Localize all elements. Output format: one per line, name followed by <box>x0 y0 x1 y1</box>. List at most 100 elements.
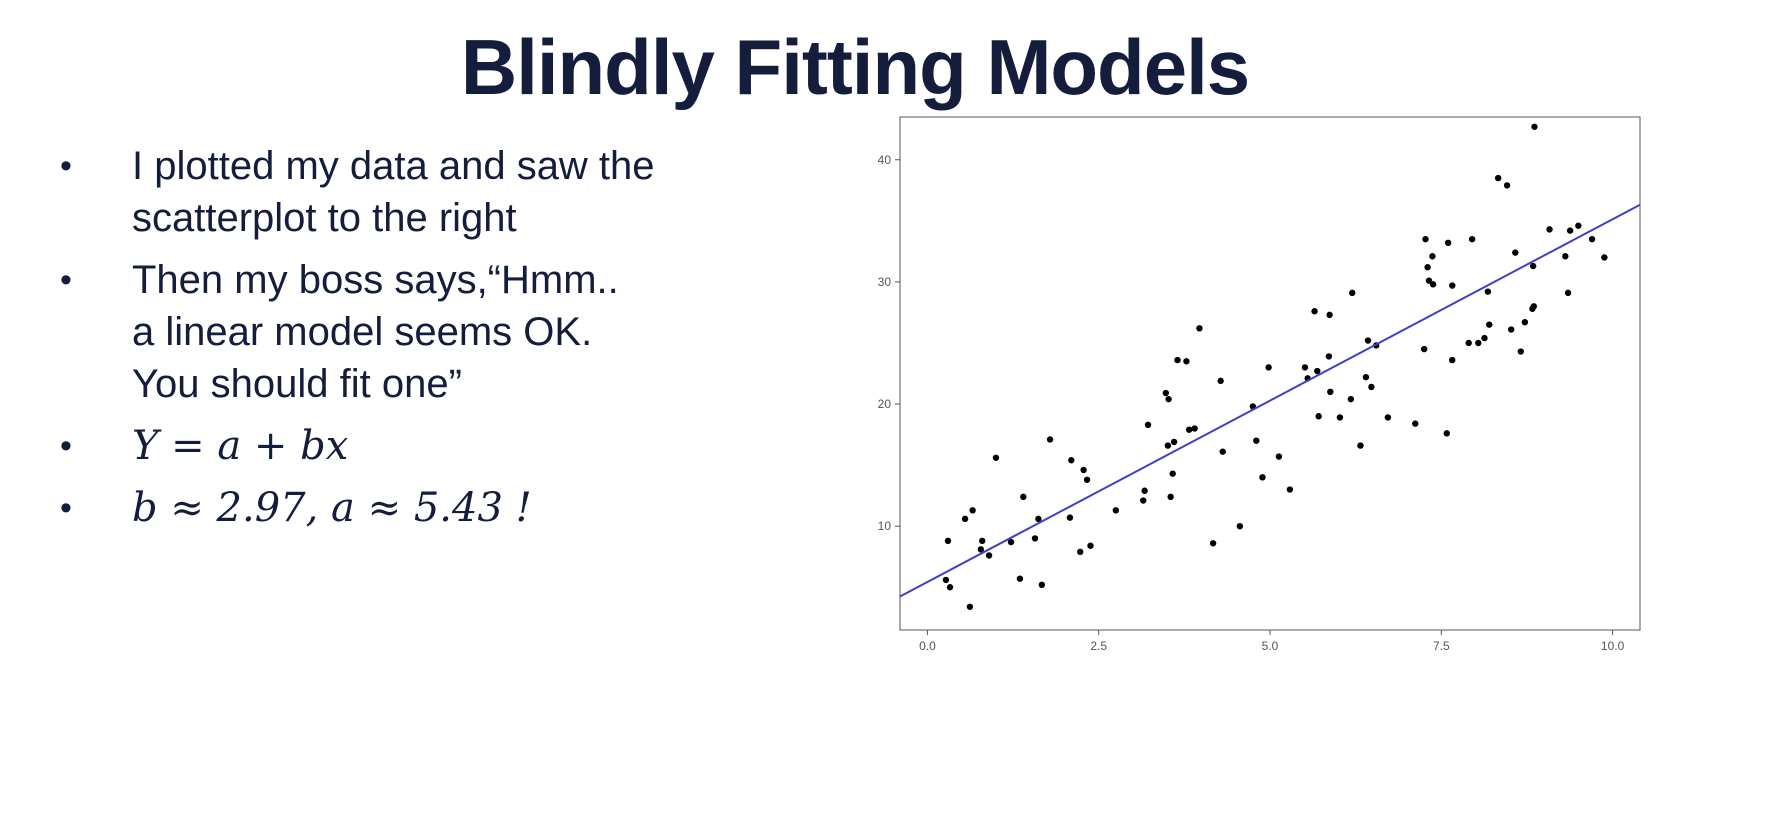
bullet-item: • I plotted my data and saw the scatterp… <box>60 140 760 244</box>
y-tick-label: 40 <box>878 153 892 167</box>
data-point <box>1486 321 1493 328</box>
data-point <box>1384 414 1392 421</box>
data-point <box>1169 470 1176 477</box>
data-point <box>1020 493 1027 501</box>
data-point <box>1236 522 1244 530</box>
data-point <box>1429 281 1437 288</box>
data-point <box>1112 507 1120 514</box>
bullet-line: Then my boss says,“Hmm.. <box>132 258 619 302</box>
data-point <box>1444 239 1452 247</box>
plot-panel-border <box>899 116 1641 631</box>
data-point <box>1167 493 1174 501</box>
scatterplot: 0.0 2.5 5.0 7.5 10.0 10 20 30 40 <box>878 116 1641 653</box>
data-point <box>1087 542 1094 549</box>
data-point <box>1443 430 1450 437</box>
y-tick-label: 30 <box>878 275 892 289</box>
data-point <box>1174 356 1181 364</box>
data-point <box>961 515 969 523</box>
data-point <box>1517 348 1524 355</box>
data-point <box>1265 364 1272 371</box>
data-point <box>1315 413 1322 420</box>
x-tick-label: 7.5 <box>1433 639 1450 653</box>
bullet-item: • b ≈ 2.97, a ≈ 5.43 ! <box>60 482 760 534</box>
data-point <box>1349 289 1356 297</box>
data-point <box>1481 334 1488 342</box>
data-point <box>977 546 985 553</box>
y-tick-label: 10 <box>878 519 892 533</box>
data-point <box>1449 356 1456 364</box>
data-point <box>1038 581 1046 589</box>
bullet-line: You should fit one” <box>132 362 462 406</box>
data-point <box>1566 227 1574 234</box>
bullet-line: scatterplot to the right <box>132 196 517 240</box>
scatterplot-container: 0.0 2.5 5.0 7.5 10.0 10 20 30 40 <box>840 115 1720 765</box>
data-point <box>969 507 976 514</box>
data-point <box>1425 277 1433 284</box>
data-point <box>1588 235 1596 243</box>
bullet-dot-icon: • <box>60 147 72 185</box>
data-point <box>1327 388 1334 396</box>
data-point <box>992 454 1000 461</box>
data-point <box>1564 289 1572 297</box>
data-point <box>1185 426 1193 433</box>
data-point <box>1420 345 1428 353</box>
data-point <box>985 552 993 559</box>
data-point <box>1494 174 1502 182</box>
data-point <box>1301 364 1309 371</box>
data-point <box>1465 339 1472 347</box>
data-point <box>1080 466 1087 474</box>
data-point <box>1162 389 1170 397</box>
data-point <box>1046 436 1054 443</box>
data-point <box>1336 414 1344 421</box>
data-point <box>1191 425 1198 432</box>
data-point <box>1031 535 1039 542</box>
data-point <box>1326 311 1333 319</box>
x-tick-label: 5.0 <box>1262 639 1279 653</box>
bullet-dot-icon: • <box>60 489 72 527</box>
y-tick-label: 20 <box>878 397 892 411</box>
x-tick-label: 10.0 <box>1601 639 1625 653</box>
x-tick-label: 0.0 <box>919 639 936 653</box>
data-point <box>1429 253 1436 260</box>
data-point <box>1035 515 1042 523</box>
slide-title: Blindly Fitting Models <box>460 23 1250 111</box>
data-point <box>1164 442 1172 449</box>
data-point <box>1424 264 1431 271</box>
data-point <box>1347 395 1355 403</box>
x-tick-label: 2.5 <box>1090 639 1107 653</box>
data-point <box>1183 358 1190 365</box>
data-point <box>1170 438 1178 446</box>
data-point <box>1286 486 1294 493</box>
data-point <box>1484 288 1492 295</box>
bullet-line: a linear model seems OK. <box>132 310 593 354</box>
data-point <box>942 576 950 584</box>
data-point <box>1562 253 1569 260</box>
data-point <box>1253 437 1260 444</box>
data-point <box>979 537 986 545</box>
bullet-dot-icon: • <box>60 427 72 465</box>
data-point <box>1311 308 1318 315</box>
data-point <box>1475 339 1482 347</box>
coefficient-estimates: b ≈ 2.97, a ≈ 5.43 ! <box>132 485 532 531</box>
data-point <box>1530 303 1537 310</box>
regression-line <box>900 203 1640 598</box>
data-point <box>1016 575 1024 582</box>
data-point <box>1521 319 1529 326</box>
data-point <box>1362 373 1370 381</box>
data-point <box>1503 182 1511 189</box>
data-point <box>1007 538 1015 546</box>
data-point <box>1217 377 1224 385</box>
data-point <box>1141 487 1148 494</box>
data-point <box>1083 476 1091 483</box>
data-point <box>1531 123 1538 130</box>
data-point <box>1209 540 1217 547</box>
data-point <box>1468 235 1476 243</box>
data-point <box>1165 395 1172 403</box>
data-point <box>1507 326 1515 333</box>
data-point <box>946 584 954 591</box>
data-point <box>1325 353 1333 360</box>
data-point <box>1512 249 1519 256</box>
data-point <box>1368 383 1375 391</box>
bullet-line: I plotted my data and saw the <box>132 144 655 188</box>
data-point <box>1219 448 1226 455</box>
